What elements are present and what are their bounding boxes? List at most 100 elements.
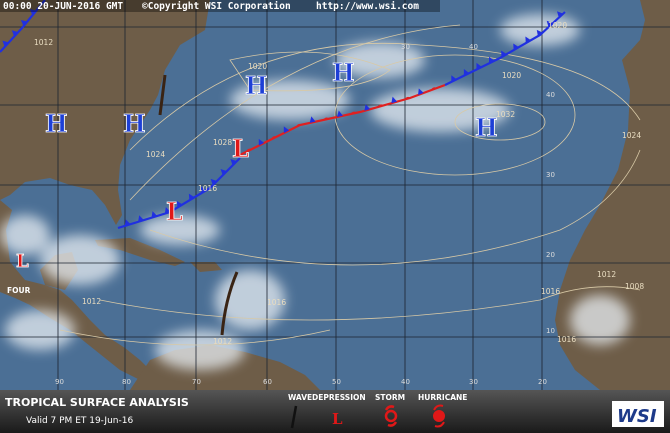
path — [0, 26, 670, 338]
isobar-label: 1024 — [622, 131, 641, 140]
high: H — [332, 58, 355, 87]
ellipse — [335, 42, 425, 78]
path — [444, 11, 566, 86]
front-symbol — [364, 104, 371, 111]
front-symbol — [210, 178, 218, 186]
front-symbol — [463, 69, 470, 76]
ellipse — [334, 54, 576, 176]
front-symbol — [350, 111, 357, 115]
front-symbol — [176, 200, 183, 208]
path — [129, 24, 461, 201]
ellipse — [155, 330, 245, 370]
ellipse — [40, 235, 120, 285]
logo: WSI — [617, 406, 657, 427]
hispaniola — [190, 262, 222, 272]
circle — [384, 409, 398, 423]
cuba — [95, 238, 185, 266]
valid-time: Valid 7 PM ET 19-Jun-16 — [26, 416, 133, 426]
wave-symbol — [290, 405, 298, 429]
isobar-label: 1012 — [34, 38, 53, 47]
isobars — [59, 24, 641, 346]
path — [229, 51, 391, 92]
front-symbol — [11, 30, 19, 37]
isobar-label: 1012 — [597, 270, 616, 279]
front-symbol — [337, 110, 343, 117]
high: H — [245, 71, 268, 100]
isobar-label: 1032 — [496, 110, 515, 119]
front-symbol — [536, 29, 543, 37]
lon-label: 70 — [192, 378, 201, 386]
front-symbol — [29, 9, 37, 16]
isobar-label: 1020 — [248, 62, 267, 71]
front-symbol — [124, 219, 131, 226]
lon-label: 80 — [122, 378, 131, 386]
isobar-label: 1012 — [82, 297, 101, 306]
lat-label: 20 — [546, 251, 555, 259]
isobar-label: 1016 — [267, 298, 286, 307]
grid — [0, 0, 670, 390]
front-symbols — [2, 9, 564, 226]
front-symbol — [20, 19, 28, 27]
legend-label: HURRICANE — [418, 393, 467, 402]
header-bg — [0, 0, 440, 12]
front-symbol — [525, 36, 531, 44]
front-symbol — [377, 104, 384, 108]
front-symbol — [258, 138, 265, 146]
high: H — [123, 109, 146, 138]
isobar-label: 1016 — [541, 287, 560, 296]
path — [149, 149, 641, 266]
isobar-label: 1012 — [213, 337, 232, 346]
front-symbol — [151, 211, 158, 218]
lon-label: 30 — [401, 43, 410, 51]
footer-bar — [0, 390, 670, 433]
front-symbol — [188, 193, 195, 201]
lon-label: 40 — [401, 378, 410, 386]
isobar-label: 1008 — [625, 282, 644, 291]
front-symbol — [391, 96, 398, 104]
lon-label: 20 — [538, 378, 547, 386]
path — [220, 271, 239, 336]
front-symbol — [271, 136, 277, 140]
front-symbol — [296, 123, 302, 127]
copyright: ©Copyright WSI Corporation — [142, 1, 291, 12]
front-symbol — [246, 148, 252, 152]
path — [158, 74, 167, 116]
front-symbol — [200, 186, 207, 194]
timestamp: 00:00 20-JUN-2016 GMT — [3, 1, 123, 12]
lon-label: 90 — [55, 378, 64, 386]
isobar-label: 1020 — [548, 21, 567, 30]
path — [129, 42, 641, 151]
front-symbol — [164, 207, 171, 214]
legend-label: STORM — [375, 393, 405, 402]
front-symbol — [451, 75, 457, 82]
front-symbol — [556, 11, 564, 18]
hurricane-symbol — [433, 404, 445, 428]
legend-label: WAVE — [288, 393, 312, 402]
isobar-label: 1016 — [198, 184, 217, 193]
front-symbol — [2, 40, 9, 47]
path — [433, 404, 445, 428]
footer-title: TROPICAL SURFACE ANALYSIS — [5, 396, 189, 409]
gulf-mexico-coast — [0, 200, 150, 380]
storm-symbol — [384, 405, 398, 427]
legend-label: DEPRESSION — [312, 393, 366, 402]
low: L — [16, 251, 29, 272]
front-symbol — [431, 87, 437, 91]
logo-box — [612, 401, 664, 427]
storm-name: FOUR — [7, 286, 31, 295]
isobar-label: 1028 — [213, 138, 232, 147]
path — [57, 0, 543, 390]
front-symbol — [501, 50, 507, 58]
circle — [433, 410, 445, 422]
front-symbol — [220, 168, 227, 176]
front-symbol — [404, 96, 411, 100]
ellipse — [140, 215, 220, 245]
ellipse — [454, 103, 546, 141]
front-symbol — [309, 116, 316, 123]
front-symbol — [418, 88, 424, 96]
path — [384, 405, 398, 427]
url: http://www.wsi.com — [316, 1, 419, 12]
lat-label: 10 — [546, 327, 555, 335]
